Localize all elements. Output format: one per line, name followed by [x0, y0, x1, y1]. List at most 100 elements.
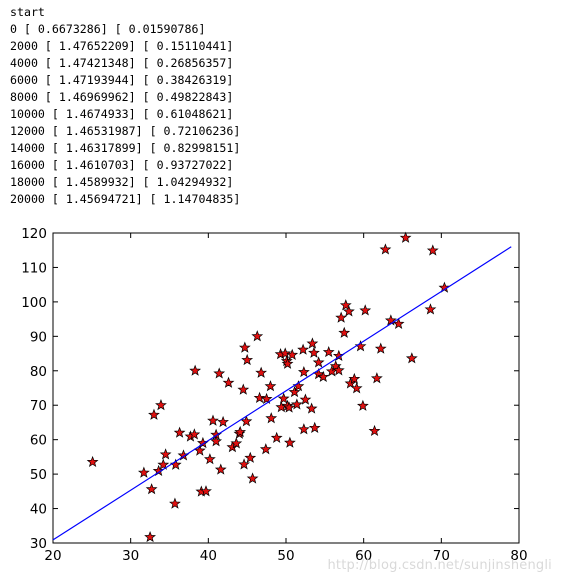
data-point — [155, 399, 167, 411]
watermark: http://blog.csdn.net/sunjinshengli — [327, 558, 552, 573]
console-line: 0 [ 0.6673286] [ 0.01590786] — [10, 22, 206, 36]
data-point — [356, 399, 369, 411]
data-point — [238, 341, 251, 353]
data-point — [343, 305, 355, 317]
data-point — [255, 366, 268, 378]
data-point — [213, 367, 226, 379]
data-point — [283, 401, 295, 413]
data-point — [244, 451, 257, 463]
data-point — [157, 458, 170, 470]
data-point — [265, 412, 278, 424]
data-point — [222, 376, 235, 388]
data-point — [305, 402, 318, 414]
data-point — [277, 392, 290, 404]
data-point — [203, 453, 216, 465]
data-point — [145, 483, 158, 495]
data-point — [344, 377, 357, 389]
data-point — [374, 342, 387, 354]
data-point — [290, 398, 303, 410]
data-point — [317, 370, 330, 382]
data-point — [370, 372, 383, 384]
data-point — [384, 314, 397, 326]
x-tick-label: 80 — [510, 548, 527, 564]
data-point — [322, 345, 335, 358]
data-point — [279, 347, 292, 359]
data-point — [210, 435, 222, 447]
data-point — [86, 455, 99, 468]
data-point — [253, 391, 266, 404]
data-point — [188, 428, 201, 440]
data-point — [159, 448, 172, 460]
data-point — [368, 424, 381, 437]
data-point — [189, 364, 202, 376]
data-point — [214, 463, 227, 475]
console-line: 12000 [ 1.46531987] [ 0.72106236] — [10, 124, 241, 138]
y-tick-label: 30 — [30, 536, 47, 552]
data-point — [241, 353, 254, 366]
data-point — [251, 330, 264, 342]
y-tick-label: 90 — [30, 329, 47, 345]
y-tick-label: 100 — [21, 295, 47, 311]
data-point — [288, 385, 301, 398]
fit-line — [52, 246, 512, 541]
x-tick-label: 20 — [44, 548, 61, 564]
data-point — [297, 343, 309, 355]
x-tick-label: 40 — [200, 548, 217, 564]
x-tick-label: 70 — [433, 548, 450, 564]
data-point — [270, 431, 283, 443]
data-point — [173, 426, 186, 438]
data-point — [338, 326, 351, 338]
data-point — [405, 352, 418, 364]
y-tick-label: 70 — [30, 398, 47, 414]
console-line: 16000 [ 1.4610703] [ 0.93727022] — [10, 158, 234, 172]
data-point — [281, 357, 294, 369]
console-line: 14000 [ 1.46317899] [ 0.82998151] — [10, 141, 241, 155]
data-point — [283, 436, 296, 448]
data-point — [424, 303, 437, 315]
console-line: start — [10, 5, 45, 19]
data-point — [299, 393, 312, 405]
data-point — [137, 466, 150, 478]
data-point — [297, 365, 310, 378]
data-point — [312, 356, 325, 368]
y-tick-label: 110 — [21, 260, 47, 276]
y-tick-label: 50 — [30, 467, 47, 483]
data-point — [339, 299, 352, 311]
console-line: 18000 [ 1.4589932] [ 1.04294932] — [10, 175, 234, 189]
data-point — [148, 408, 160, 420]
data-point — [169, 497, 181, 509]
data-point — [260, 392, 273, 405]
data-point — [240, 415, 253, 427]
y-tick-label: 120 — [21, 226, 47, 242]
data-point — [308, 346, 320, 358]
data-point — [306, 337, 319, 349]
x-tick-label: 50 — [277, 548, 294, 564]
data-point — [217, 415, 229, 428]
data-point — [246, 472, 259, 484]
data-point — [200, 485, 212, 497]
data-point — [335, 311, 348, 323]
data-point — [297, 423, 310, 435]
y-tick-label: 40 — [30, 502, 47, 518]
data-point — [399, 231, 412, 243]
console-line: 20000 [ 1.45694721] [ 1.14704835] — [10, 192, 241, 206]
console-line: 10000 [ 1.4674933] [ 0.61048621] — [10, 107, 234, 121]
data-point — [238, 458, 250, 470]
console-line: 8000 [ 1.46969962] [ 0.49822843] — [10, 90, 234, 104]
data-point — [234, 425, 247, 438]
data-point — [207, 414, 219, 426]
data-point — [237, 383, 250, 395]
data-point — [230, 437, 243, 449]
data-point — [259, 443, 272, 455]
plot-frame — [52, 232, 520, 544]
data-point — [354, 340, 367, 352]
data-point — [264, 380, 277, 392]
console-output: start 0 [ 0.6673286] [ 0.01590786] 2000 [ … — [10, 4, 240, 208]
data-point — [426, 244, 439, 256]
console-line: 6000 [ 1.47193944] [ 0.38426319] — [10, 73, 234, 87]
data-point — [350, 382, 363, 394]
data-point — [144, 530, 156, 543]
data-point — [359, 304, 372, 316]
